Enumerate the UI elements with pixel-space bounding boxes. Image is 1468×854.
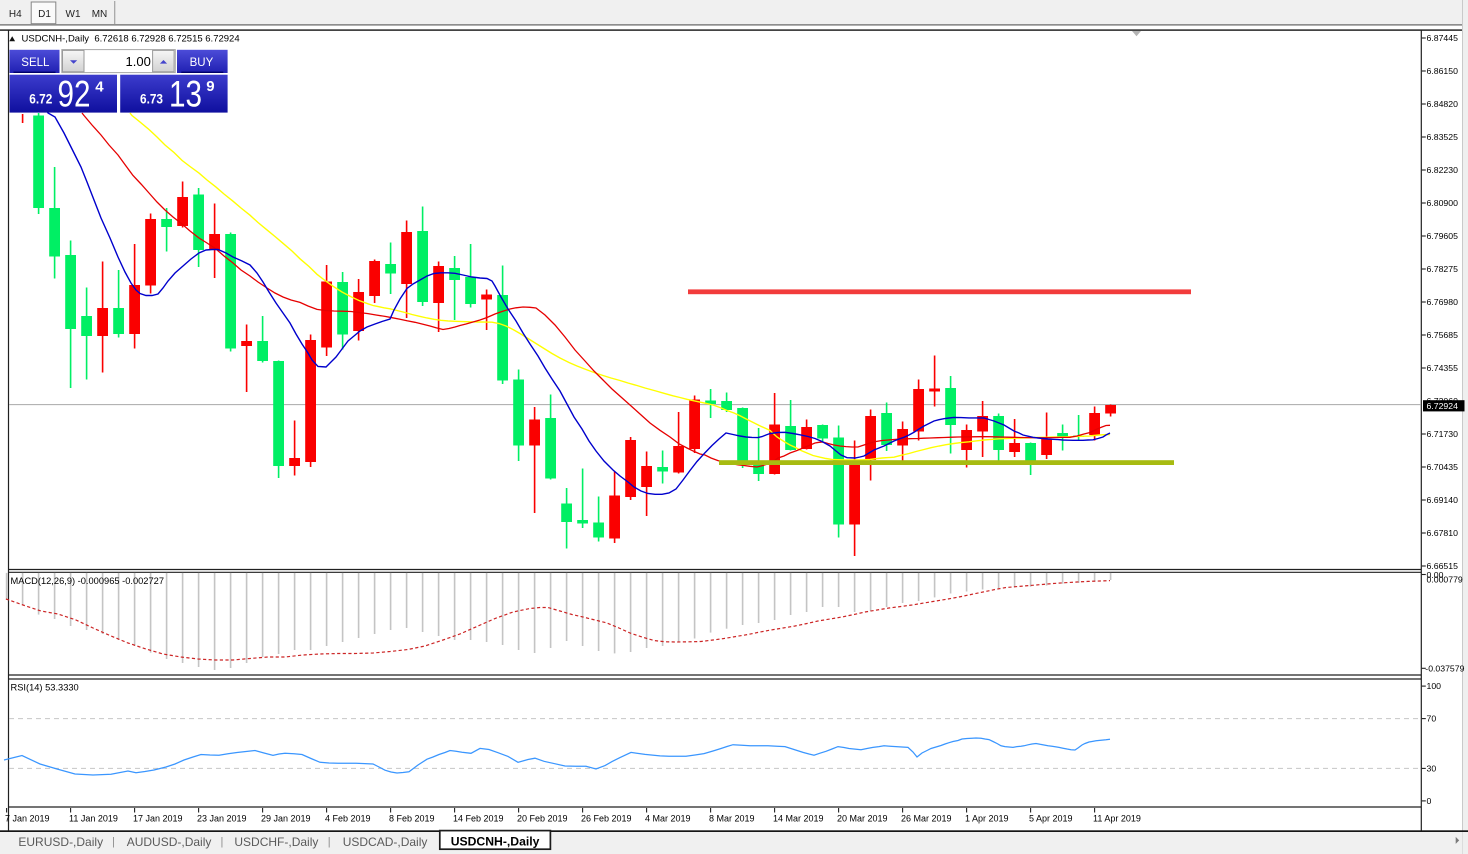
svg-text:BUY: BUY — [190, 57, 214, 69]
svg-text:H4: H4 — [9, 9, 22, 20]
svg-text:5 Apr 2019: 5 Apr 2019 — [1029, 814, 1073, 824]
svg-text:6.87445: 6.87445 — [1427, 33, 1459, 43]
svg-text:13: 13 — [169, 72, 202, 114]
svg-text:100: 100 — [1427, 681, 1442, 691]
svg-text:4: 4 — [95, 79, 104, 96]
svg-text:SELL: SELL — [21, 57, 50, 69]
svg-text:USDCNH-,Daily: USDCNH-,Daily — [451, 834, 540, 848]
svg-text:4 Feb 2019: 4 Feb 2019 — [325, 814, 371, 824]
svg-text:4 Mar 2019: 4 Mar 2019 — [645, 814, 691, 824]
svg-text:6.72: 6.72 — [29, 90, 52, 106]
svg-text:6.86150: 6.86150 — [1427, 66, 1459, 76]
svg-text:6.70435: 6.70435 — [1427, 462, 1459, 472]
svg-text:7 Jan 2019: 7 Jan 2019 — [5, 814, 50, 824]
svg-text:23 Jan 2019: 23 Jan 2019 — [197, 814, 247, 824]
svg-text:9: 9 — [206, 78, 214, 95]
svg-text:-0.037579: -0.037579 — [1425, 664, 1464, 674]
svg-text:|: | — [221, 836, 224, 848]
svg-text:RSI(14) 53.3330: RSI(14) 53.3330 — [11, 683, 79, 693]
svg-text:14 Feb 2019: 14 Feb 2019 — [453, 814, 504, 824]
svg-text:70: 70 — [1427, 714, 1437, 724]
svg-text:6.69140: 6.69140 — [1427, 495, 1459, 505]
svg-text:6.72924: 6.72924 — [1427, 401, 1459, 411]
svg-text:EURUSD-,Daily: EURUSD-,Daily — [18, 835, 103, 849]
svg-text:W1: W1 — [66, 9, 81, 20]
svg-text:8 Mar 2019: 8 Mar 2019 — [709, 814, 755, 824]
svg-text:0.000779: 0.000779 — [1427, 575, 1463, 585]
svg-text:26 Feb 2019: 26 Feb 2019 — [581, 814, 632, 824]
svg-text:30: 30 — [1427, 763, 1437, 773]
svg-text:6.67810: 6.67810 — [1427, 528, 1459, 538]
svg-text:6.84820: 6.84820 — [1427, 99, 1459, 109]
svg-text:26 Mar 2019: 26 Mar 2019 — [901, 814, 952, 824]
svg-text:6.82230: 6.82230 — [1427, 165, 1459, 175]
svg-text:1 Apr 2019: 1 Apr 2019 — [965, 814, 1009, 824]
svg-text:MN: MN — [92, 9, 108, 20]
svg-text:6.80900: 6.80900 — [1427, 198, 1459, 208]
svg-text:92: 92 — [58, 72, 91, 114]
svg-text:20 Mar 2019: 20 Mar 2019 — [837, 814, 888, 824]
svg-text:6.74355: 6.74355 — [1427, 363, 1459, 373]
svg-text:6.75685: 6.75685 — [1427, 330, 1459, 340]
svg-text:6.78275: 6.78275 — [1427, 264, 1459, 274]
svg-text:|: | — [112, 836, 115, 848]
svg-text:17 Jan 2019: 17 Jan 2019 — [133, 814, 183, 824]
svg-text:AUDUSD-,Daily: AUDUSD-,Daily — [127, 835, 212, 849]
svg-text:USDCHF-,Daily: USDCHF-,Daily — [234, 835, 318, 849]
svg-text:|: | — [328, 836, 331, 848]
svg-text:6.79605: 6.79605 — [1427, 231, 1459, 241]
svg-text:0.00: 0.00 — [1427, 570, 1444, 580]
svg-text:1.00: 1.00 — [126, 54, 151, 69]
svg-text:D1: D1 — [38, 9, 51, 20]
svg-text:11 Jan 2019: 11 Jan 2019 — [69, 814, 118, 824]
svg-text:6.83525: 6.83525 — [1427, 132, 1459, 142]
svg-text:USDCAD-,Daily: USDCAD-,Daily — [343, 835, 428, 849]
svg-text:29 Jan 2019: 29 Jan 2019 — [261, 814, 311, 824]
svg-text:11 Apr 2019: 11 Apr 2019 — [1093, 814, 1141, 824]
svg-text:20 Feb 2019: 20 Feb 2019 — [517, 814, 568, 824]
svg-text:6.73: 6.73 — [140, 90, 163, 106]
svg-text:0: 0 — [1427, 796, 1432, 806]
svg-text:USDCNH-,Daily 6.72618 6.72928: USDCNH-,Daily 6.72618 6.72928 6.72515 6.… — [22, 34, 240, 45]
svg-text:8 Feb 2019: 8 Feb 2019 — [389, 814, 435, 824]
svg-text:6.71730: 6.71730 — [1427, 429, 1459, 439]
svg-text:6.66515: 6.66515 — [1427, 561, 1459, 571]
svg-text:MACD(12,26,9) -0.000965 -0.002: MACD(12,26,9) -0.000965 -0.002727 — [11, 576, 165, 586]
svg-text:14 Mar 2019: 14 Mar 2019 — [773, 814, 824, 824]
svg-text:6.76980: 6.76980 — [1427, 297, 1459, 307]
